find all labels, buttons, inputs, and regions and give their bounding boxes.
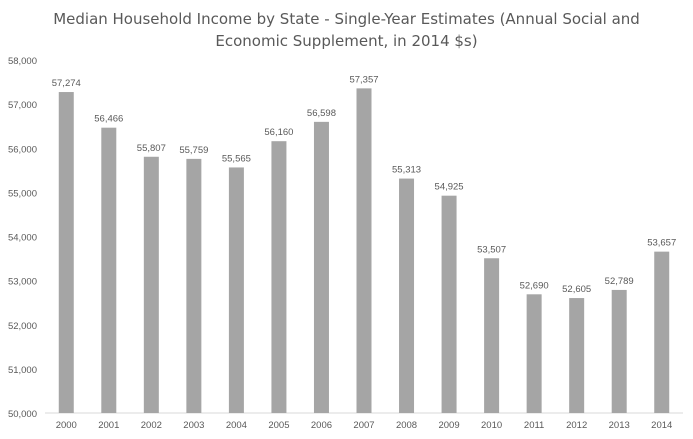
data-label: 55,807 [137, 143, 166, 154]
x-tick-label: 2014 [651, 420, 672, 431]
data-label: 52,690 [520, 280, 549, 291]
bar [356, 88, 372, 413]
bar [271, 141, 287, 413]
bar [399, 178, 415, 413]
x-tick-label: 2005 [268, 420, 289, 431]
x-tick-label: 2011 [524, 420, 544, 431]
x-tick-label: 2009 [438, 420, 459, 431]
data-label: 57,357 [349, 74, 378, 85]
y-tick-label: 53,000 [8, 277, 37, 288]
x-tick-label: 2007 [353, 420, 374, 431]
bar [611, 289, 627, 413]
bar [484, 258, 500, 413]
bar [441, 195, 457, 413]
data-label: 56,466 [94, 114, 123, 125]
x-tick-label: 2003 [183, 420, 204, 431]
data-label: 56,160 [264, 127, 293, 138]
data-label: 56,598 [307, 108, 336, 119]
x-tick-label: 2001 [98, 420, 119, 431]
data-label: 53,657 [647, 238, 676, 249]
y-tick-label: 50,000 [8, 409, 37, 420]
y-tick-label: 51,000 [8, 365, 37, 376]
x-tick-label: 2012 [566, 420, 587, 431]
data-label: 54,925 [435, 182, 464, 193]
data-label: 55,313 [392, 165, 421, 176]
y-tick-label: 55,000 [8, 188, 37, 199]
data-label: 52,605 [562, 284, 591, 295]
y-tick-label: 56,000 [8, 144, 37, 155]
y-tick-label: 58,000 [8, 56, 37, 67]
y-tick-label: 57,000 [8, 100, 37, 111]
bar [186, 158, 202, 413]
data-label: 55,759 [179, 145, 208, 156]
chart-title-line-2: Economic Supplement, in 2014 $s) [215, 32, 478, 50]
x-tick-label: 2006 [311, 420, 332, 431]
bar [58, 92, 74, 413]
data-label: 52,789 [605, 276, 634, 287]
x-tick-label: 2008 [396, 420, 417, 431]
bar [143, 156, 159, 414]
bar [228, 167, 244, 413]
y-tick-label: 52,000 [8, 321, 37, 332]
bar [101, 127, 117, 414]
data-label: 57,274 [52, 78, 81, 89]
chart-title-line-1: Median Household Income by State - Singl… [53, 10, 640, 28]
bar [569, 298, 585, 413]
y-tick-label: 54,000 [8, 233, 37, 244]
x-tick-label: 2010 [481, 420, 502, 431]
data-label: 55,565 [222, 153, 251, 164]
x-tick-label: 2000 [56, 420, 77, 431]
bar [313, 121, 329, 413]
x-tick-label: 2013 [609, 420, 630, 431]
chart-title: Median Household Income by State - Singl… [0, 8, 693, 52]
x-tick-label: 2002 [141, 420, 162, 431]
bar [526, 294, 542, 413]
data-label: 53,507 [477, 244, 506, 255]
bar [654, 251, 670, 413]
x-tick-label: 2004 [226, 420, 247, 431]
